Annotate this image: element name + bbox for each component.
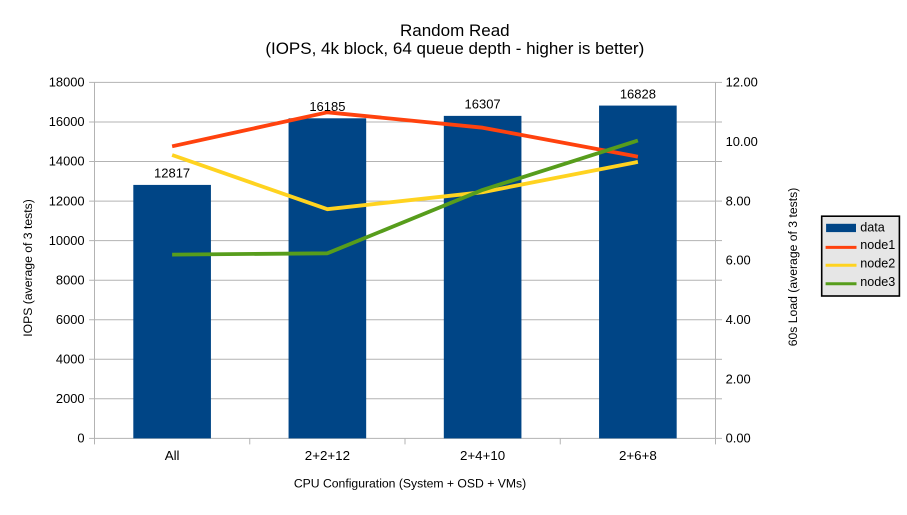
svg-text:18000: 18000 bbox=[49, 75, 85, 90]
svg-text:12000: 12000 bbox=[49, 193, 85, 208]
svg-text:2+6+8: 2+6+8 bbox=[619, 448, 657, 463]
svg-text:14000: 14000 bbox=[49, 154, 85, 169]
svg-text:8.00: 8.00 bbox=[726, 193, 751, 208]
svg-text:16828: 16828 bbox=[620, 86, 656, 101]
svg-text:IOPS (average of 3 tests): IOPS (average of 3 tests) bbox=[21, 199, 35, 337]
svg-text:6.00: 6.00 bbox=[726, 253, 751, 268]
svg-text:node1: node1 bbox=[860, 238, 895, 252]
svg-text:node2: node2 bbox=[860, 257, 895, 271]
svg-text:12.00: 12.00 bbox=[726, 75, 758, 90]
svg-text:10000: 10000 bbox=[49, 233, 85, 248]
svg-text:16000: 16000 bbox=[49, 114, 85, 129]
svg-text:4.00: 4.00 bbox=[726, 312, 751, 327]
svg-text:0.00: 0.00 bbox=[726, 431, 751, 446]
svg-text:2.00: 2.00 bbox=[726, 371, 751, 386]
svg-text:(IOPS, 4k block, 64 queue dept: (IOPS, 4k block, 64 queue depth - higher… bbox=[265, 39, 644, 58]
svg-text:6000: 6000 bbox=[56, 312, 85, 327]
svg-text:10.00: 10.00 bbox=[726, 134, 758, 149]
svg-text:data: data bbox=[860, 221, 885, 235]
svg-text:All: All bbox=[165, 448, 180, 463]
svg-text:16185: 16185 bbox=[309, 99, 345, 114]
svg-text:60s Load (average of 3 tests): 60s Load (average of 3 tests) bbox=[786, 188, 800, 347]
svg-text:12817: 12817 bbox=[154, 166, 190, 181]
svg-text:2+2+12: 2+2+12 bbox=[305, 448, 350, 463]
svg-text:CPU Configuration (System + OS: CPU Configuration (System + OSD + VMs) bbox=[294, 477, 526, 491]
svg-text:16307: 16307 bbox=[465, 97, 501, 112]
svg-text:4000: 4000 bbox=[56, 352, 85, 367]
svg-text:8000: 8000 bbox=[56, 272, 85, 287]
svg-text:2000: 2000 bbox=[56, 391, 85, 406]
svg-text:node3: node3 bbox=[860, 275, 895, 289]
svg-text:Random Read: Random Read bbox=[400, 21, 510, 40]
svg-text:2+4+10: 2+4+10 bbox=[460, 448, 505, 463]
svg-text:0: 0 bbox=[77, 431, 84, 446]
